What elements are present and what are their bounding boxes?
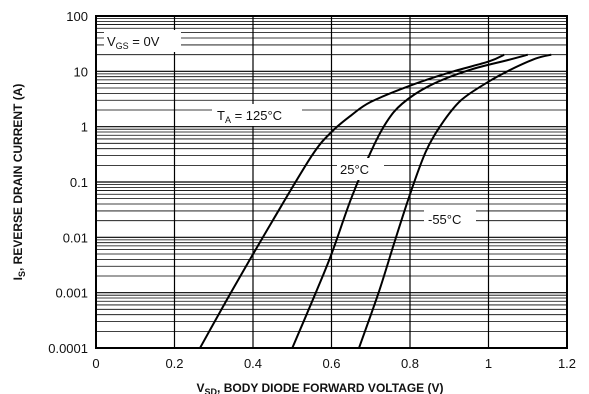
y-tick-label: 10: [74, 64, 88, 79]
x-tick-labels: 0 0.2 0.4 0.6 0.8 1 1.2: [92, 356, 576, 371]
x-tick-label: 0.4: [244, 356, 262, 371]
vgs-label: VGS = 0V: [107, 34, 160, 51]
y-tick-label: 0.001: [55, 286, 88, 301]
y-tick-label: 0.0001: [48, 341, 88, 356]
t25-label: 25°C: [340, 162, 369, 177]
tm55-label-bg: [424, 208, 476, 230]
y-tick-label: 100: [66, 9, 88, 24]
vgs-label-bg: [104, 30, 181, 52]
y-tick-label: 0.01: [63, 230, 88, 245]
ta-125-label: TA = 125°C: [217, 108, 282, 125]
curves: [199, 53, 552, 349]
x-axis-label: VSD, BODY DIODE FORWARD VOLTAGE (V): [197, 381, 444, 394]
x-tick-label: 1: [485, 356, 492, 371]
y-tick-label: 0.1: [70, 175, 88, 190]
x-tick-label: 0.6: [322, 356, 340, 371]
plot-frame: [95, 15, 568, 349]
x-tick-label: 0: [92, 356, 99, 371]
x-tick-label: 0.8: [401, 356, 419, 371]
tm55-label: -55°C: [428, 212, 461, 227]
y-tick-label: 1: [81, 120, 88, 135]
x-tick-label: 0.2: [165, 356, 183, 371]
series-line-1: [199, 53, 505, 349]
y-tick-labels: 0.0001 0.001 0.01 0.1 1 10 100: [48, 9, 88, 356]
t25-label-bg: [337, 158, 384, 180]
y-axis-label: IS, REVERSE DRAIN CURRENT (A): [11, 84, 27, 281]
x-tick-label: 1.2: [558, 356, 576, 371]
ta-125-label-bg: [212, 104, 302, 126]
series-line-3: [358, 53, 552, 349]
series-line-2: [291, 53, 529, 349]
